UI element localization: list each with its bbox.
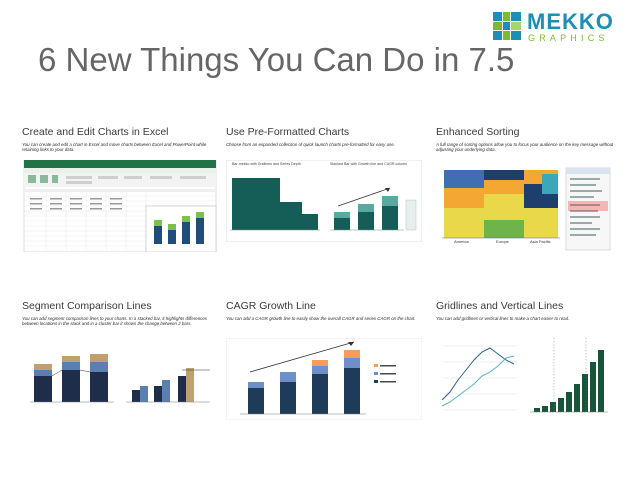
segment-lines-icon bbox=[22, 346, 218, 414]
excel-screenshot-icon bbox=[23, 160, 217, 252]
card-sorting: Enhanced Sorting A full range of sorting… bbox=[436, 126, 632, 276]
card-description: A full range of sorting options allow yo… bbox=[436, 142, 614, 153]
logo-grid-icon bbox=[493, 12, 521, 40]
card-heading: Create and Edit Charts in Excel bbox=[22, 126, 169, 138]
card-heading: Use Pre-Formatted Charts bbox=[226, 126, 350, 138]
card-excel: Create and Edit Charts in Excel You can … bbox=[22, 126, 218, 276]
gridlines-chart-icon bbox=[436, 330, 612, 422]
card-heading: Gridlines and Vertical Lines bbox=[436, 300, 564, 312]
page-title: 6 New Things You Can Do in 7.5 bbox=[38, 41, 515, 78]
card-description: Choose from an expanded collection of qu… bbox=[226, 142, 395, 147]
card-heading: CAGR Growth Line bbox=[226, 300, 316, 312]
logo-wordmark: MEKKO bbox=[527, 9, 614, 34]
card-description: You can add a CAGR growth line to easily… bbox=[226, 316, 416, 321]
logo-tagline: GRAPHICS bbox=[528, 33, 609, 43]
card-gridlines: Gridlines and Vertical Lines You can add… bbox=[436, 300, 632, 450]
x-label-asia-pacific: Asia Pacific bbox=[530, 239, 551, 244]
card-heading: Enhanced Sorting bbox=[436, 126, 520, 138]
card-description: You can add segment comparison lines to … bbox=[22, 316, 207, 327]
cagr-chart-icon bbox=[226, 338, 422, 420]
card-description: You can create and edit a chart in Excel… bbox=[22, 142, 207, 153]
card-description: You can add gridlines or vertical lines … bbox=[436, 316, 570, 321]
card-segment-comparison: Segment Comparison Lines You can add seg… bbox=[22, 300, 218, 450]
sorting-mekko-icon bbox=[436, 166, 612, 252]
chart-subtitle-right: Stacked Bar with Growth line and CAGR co… bbox=[330, 162, 408, 166]
card-cagr: CAGR Growth Line You can add a CAGR grow… bbox=[226, 300, 422, 450]
mekko-graphics-logo: MEKKO GRAPHICS bbox=[493, 9, 628, 43]
x-label-europe: Europe bbox=[496, 239, 509, 244]
card-heading: Segment Comparison Lines bbox=[22, 300, 152, 312]
preformatted-charts-icon bbox=[226, 160, 422, 242]
chart-subtitle-left: Bar-mekko with Gridlines and Series Dept… bbox=[232, 162, 301, 166]
card-preformatted: Use Pre-Formatted Charts Choose from an … bbox=[226, 126, 422, 276]
x-label-america: America bbox=[454, 239, 469, 244]
